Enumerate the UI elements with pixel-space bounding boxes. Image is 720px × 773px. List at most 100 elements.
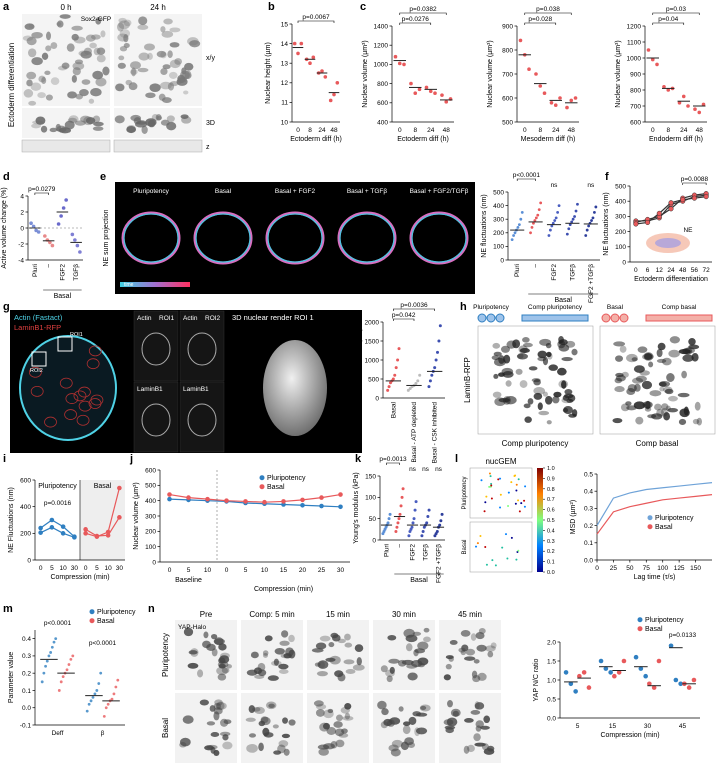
nucleus (214, 637, 224, 646)
nucleus (45, 45, 52, 52)
label: Actin (183, 315, 198, 322)
x-tick-label: 5 (187, 567, 191, 574)
data-point (224, 498, 229, 503)
x-tick-label: 150 (690, 565, 701, 572)
y-tick-label: 500 (368, 376, 379, 383)
nucleus (344, 702, 352, 710)
nucleus (417, 657, 429, 666)
data-point (574, 209, 578, 213)
particle (490, 482, 493, 485)
nucleus (31, 31, 43, 39)
particle (515, 483, 518, 486)
nucleus (315, 708, 325, 717)
data-point (43, 234, 47, 238)
data-point (87, 702, 91, 706)
time-bar (120, 282, 190, 287)
particle (490, 484, 493, 487)
nucleus (92, 126, 104, 131)
nucleus (128, 82, 138, 91)
data-point (97, 682, 101, 685)
y-tick-label: 2 (20, 209, 24, 216)
x-axis-label: Mesoderm diff (h) (521, 136, 576, 143)
nucleus (220, 718, 229, 727)
y-tick-label: 200 (20, 531, 31, 538)
data-point (646, 48, 651, 52)
x-tick-label: 30 (71, 565, 79, 572)
x-tick-label: 10 (105, 565, 113, 572)
nucleus (133, 117, 142, 125)
nucleus (49, 127, 58, 133)
x-tick-label: 25 (610, 565, 618, 572)
nucleus (460, 629, 471, 637)
nucleus (126, 125, 137, 134)
x-tick-label: Basal - CSK inhibited (432, 402, 439, 464)
x-tick-label: 0 (225, 567, 229, 574)
nucleus (694, 401, 701, 411)
colorbar-label: 0.5 (547, 518, 555, 524)
nucleus (206, 721, 216, 726)
nucleus (447, 700, 453, 708)
data-point (300, 502, 305, 508)
nucleus (119, 29, 131, 38)
data-point (650, 57, 655, 62)
label: Pluripotency (473, 304, 510, 311)
label: Comp basal (636, 439, 679, 448)
ne-ring (411, 213, 467, 263)
legend-marker (647, 524, 653, 530)
particle (484, 501, 487, 504)
y-tick-label: 600 (502, 95, 513, 102)
x-tick-label: Pluri (514, 264, 521, 277)
x-tick-label: 5 (244, 567, 248, 574)
particle (491, 559, 494, 562)
data-point (433, 366, 437, 370)
y-tick-label: 11 (281, 100, 288, 107)
nucleus (537, 350, 547, 359)
colorbar-label: 0.1 (547, 560, 555, 566)
nucleus (688, 338, 696, 346)
data-point (49, 517, 55, 523)
label: Pluripotency (161, 633, 170, 677)
nucleus (498, 355, 505, 364)
nucleus (155, 114, 162, 121)
legend-label: Basal (645, 626, 663, 633)
data-point (577, 673, 582, 679)
label: z (206, 144, 210, 151)
legend-label: Pluripotency (645, 617, 684, 624)
data-point (568, 681, 574, 687)
y-axis-label: Nuclear volume (µm³) (487, 40, 494, 107)
p-bracket (652, 12, 700, 15)
nucleus (180, 70, 190, 80)
nucleus (288, 634, 295, 643)
nucleus (480, 725, 490, 730)
nucleus (651, 413, 663, 420)
nucleus (398, 706, 404, 712)
data-point (400, 495, 404, 499)
nucleus (546, 420, 552, 425)
series-line (40, 519, 75, 538)
y-tick-label: -2 (18, 241, 24, 248)
particle (499, 477, 502, 480)
p-value: p=0.04 (658, 16, 678, 23)
panel-label: f (605, 171, 609, 183)
nucleus (656, 348, 663, 358)
data-point (412, 517, 416, 521)
data-point (537, 208, 541, 212)
nucleus (649, 390, 662, 397)
nucleus (463, 745, 470, 754)
y-tick-label: 600 (145, 467, 156, 474)
nucleus (391, 739, 403, 748)
nucleus (161, 30, 174, 38)
data-point (54, 637, 58, 641)
data-point (36, 230, 41, 234)
data-point (558, 96, 562, 100)
particle (485, 495, 488, 498)
nucleus (44, 416, 57, 428)
data-point (638, 666, 644, 671)
nucleus (38, 75, 46, 83)
x-tick-label: Basal (390, 401, 397, 418)
data-point (106, 702, 110, 706)
inset (655, 238, 681, 248)
nucleus (538, 410, 550, 416)
nucleus (31, 123, 42, 129)
